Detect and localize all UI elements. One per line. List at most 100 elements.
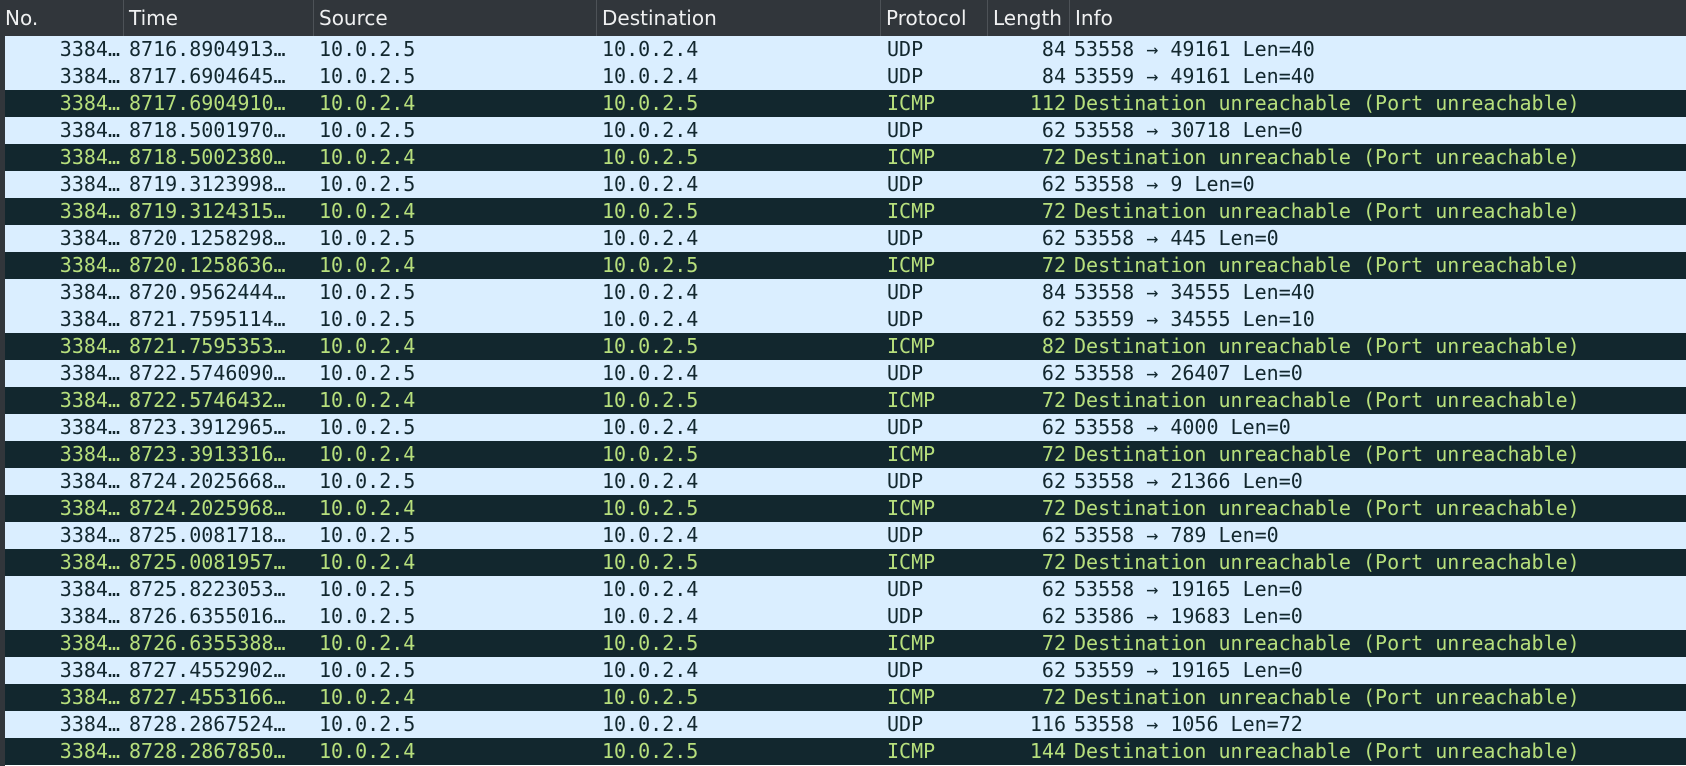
packet-row[interactable]: 3384… 8722.5746090… 10.0.2.5 10.0.2.4 UDP 62 5… bbox=[0, 360, 1686, 387]
packet-row[interactable]: 3384… 8727.4553166… 10.0.2.4 10.0.2.5 ICMP 72… bbox=[0, 684, 1686, 711]
packet-row[interactable]: 3384… 8727.4552902… 10.0.2.5 10.0.2.4 UDP 62 5… bbox=[0, 657, 1686, 684]
packet-info: 53558 → 1056 Len=72 bbox=[1074, 712, 1303, 736]
packet-destination: 10.0.2.4 bbox=[602, 280, 699, 304]
packet-row[interactable]: 3384… 8722.5746432… 10.0.2.4 10.0.2.5 ICMP 72… bbox=[0, 387, 1686, 414]
column-header-time[interactable]: Time bbox=[124, 0, 314, 36]
packet-protocol: UDP bbox=[887, 64, 924, 88]
packet-length: 82 bbox=[1041, 334, 1066, 358]
packet-rows: 3384… 8716.8904913… 10.0.2.5 10.0.2.4 UDP 84 5… bbox=[0, 36, 1686, 765]
packet-destination: 10.0.2.4 bbox=[602, 658, 699, 682]
packet-protocol: ICMP bbox=[887, 91, 936, 115]
packet-no: 3384… bbox=[59, 523, 120, 547]
packet-no: 3384… bbox=[59, 496, 120, 520]
packet-time: 8722.5746432… bbox=[129, 388, 286, 412]
packet-row[interactable]: 3384… 8717.6904645… 10.0.2.5 10.0.2.4 UDP 84 5… bbox=[0, 63, 1686, 90]
packet-row[interactable]: 3384… 8724.2025668… 10.0.2.5 10.0.2.4 UDP 62 5… bbox=[0, 468, 1686, 495]
packet-row[interactable]: 3384… 8720.9562444… 10.0.2.5 10.0.2.4 UDP 84 5… bbox=[0, 279, 1686, 306]
packet-info: 53558 → 26407 Len=0 bbox=[1074, 361, 1303, 385]
packet-row[interactable]: 3384… 8725.0081718… 10.0.2.5 10.0.2.4 UDP 62 5… bbox=[0, 522, 1686, 549]
packet-row[interactable]: 3384… 8728.2867524… 10.0.2.5 10.0.2.4 UDP 116… bbox=[0, 711, 1686, 738]
packet-source: 10.0.2.4 bbox=[319, 91, 416, 115]
column-header-destination[interactable]: Destination bbox=[597, 0, 881, 36]
column-header-no[interactable]: No. bbox=[0, 0, 124, 36]
packet-protocol: UDP bbox=[887, 37, 924, 61]
packet-time: 8721.7595114… bbox=[129, 307, 286, 331]
packet-destination: 10.0.2.5 bbox=[602, 91, 699, 115]
packet-list-header: No. Time Source Destination Protocol Len… bbox=[0, 0, 1686, 36]
packet-row[interactable]: 3384… 8720.1258298… 10.0.2.5 10.0.2.4 UDP 62 5… bbox=[0, 225, 1686, 252]
packet-row[interactable]: 3384… 8717.6904910… 10.0.2.4 10.0.2.5 ICMP 11… bbox=[0, 90, 1686, 117]
packet-no: 3384… bbox=[59, 253, 120, 277]
packet-destination: 10.0.2.4 bbox=[602, 37, 699, 61]
column-header-source[interactable]: Source bbox=[314, 0, 597, 36]
packet-source: 10.0.2.4 bbox=[319, 550, 416, 574]
packet-destination: 10.0.2.5 bbox=[602, 145, 699, 169]
packet-no: 3384… bbox=[59, 685, 120, 709]
packet-protocol: UDP bbox=[887, 118, 924, 142]
packet-row[interactable]: 3384… 8725.8223053… 10.0.2.5 10.0.2.4 UDP 62 5… bbox=[0, 576, 1686, 603]
column-header-length[interactable]: Length bbox=[988, 0, 1070, 36]
packet-protocol: ICMP bbox=[887, 334, 936, 358]
packet-info: Destination unreachable (Port unreachabl… bbox=[1074, 631, 1580, 655]
packet-row[interactable]: 3384… 8726.6355016… 10.0.2.5 10.0.2.4 UDP 62 5… bbox=[0, 603, 1686, 630]
packet-protocol: UDP bbox=[887, 415, 924, 439]
packet-time: 8723.3912965… bbox=[129, 415, 286, 439]
packet-row[interactable]: 3384… 8728.2867850… 10.0.2.4 10.0.2.5 ICMP 14… bbox=[0, 738, 1686, 765]
packet-destination: 10.0.2.4 bbox=[602, 172, 699, 196]
packet-row[interactable]: 3384… 8720.1258636… 10.0.2.4 10.0.2.5 ICMP 72… bbox=[0, 252, 1686, 279]
packet-protocol: UDP bbox=[887, 307, 924, 331]
packet-length: 62 bbox=[1041, 118, 1066, 142]
packet-time: 8725.0081718… bbox=[129, 523, 286, 547]
packet-protocol: UDP bbox=[887, 226, 924, 250]
packet-time: 8717.6904645… bbox=[129, 64, 286, 88]
packet-length: 84 bbox=[1041, 280, 1066, 304]
packet-time: 8727.4552902… bbox=[129, 658, 286, 682]
packet-length: 84 bbox=[1041, 64, 1066, 88]
packet-info: 53558 → 49161 Len=40 bbox=[1074, 37, 1315, 61]
packet-row[interactable]: 3384… 8716.8904913… 10.0.2.5 10.0.2.4 UDP 84 5… bbox=[0, 36, 1686, 63]
packet-length: 72 bbox=[1041, 253, 1066, 277]
packet-length: 62 bbox=[1041, 604, 1066, 628]
packet-length: 62 bbox=[1041, 658, 1066, 682]
packet-row[interactable]: 3384… 8725.0081957… 10.0.2.4 10.0.2.5 ICMP 72… bbox=[0, 549, 1686, 576]
packet-row[interactable]: 3384… 8726.6355388… 10.0.2.4 10.0.2.5 ICMP 72… bbox=[0, 630, 1686, 657]
packet-row[interactable]: 3384… 8718.5001970… 10.0.2.5 10.0.2.4 UDP 62 5… bbox=[0, 117, 1686, 144]
packet-source: 10.0.2.5 bbox=[319, 307, 416, 331]
packet-protocol: UDP bbox=[887, 712, 924, 736]
packet-source: 10.0.2.5 bbox=[319, 415, 416, 439]
packet-source: 10.0.2.5 bbox=[319, 523, 416, 547]
packet-destination: 10.0.2.4 bbox=[602, 415, 699, 439]
packet-length: 62 bbox=[1041, 415, 1066, 439]
packet-no: 3384… bbox=[59, 199, 120, 223]
column-header-protocol[interactable]: Protocol bbox=[881, 0, 988, 36]
packet-no: 3384… bbox=[59, 145, 120, 169]
packet-length: 62 bbox=[1041, 577, 1066, 601]
packet-row[interactable]: 3384… 8724.2025968… 10.0.2.4 10.0.2.5 ICMP 72… bbox=[0, 495, 1686, 522]
packet-source: 10.0.2.5 bbox=[319, 280, 416, 304]
packet-protocol: ICMP bbox=[887, 145, 936, 169]
packet-time: 8720.1258298… bbox=[129, 226, 286, 250]
packet-row[interactable]: 3384… 8718.5002380… 10.0.2.4 10.0.2.5 ICMP 72… bbox=[0, 144, 1686, 171]
packet-time: 8728.2867850… bbox=[129, 739, 286, 763]
packet-row[interactable]: 3384… 8721.7595114… 10.0.2.5 10.0.2.4 UDP 62 5… bbox=[0, 306, 1686, 333]
packet-row[interactable]: 3384… 8723.3913316… 10.0.2.4 10.0.2.5 ICMP 72… bbox=[0, 441, 1686, 468]
packet-time: 8728.2867524… bbox=[129, 712, 286, 736]
packet-no: 3384… bbox=[59, 577, 120, 601]
packet-row[interactable]: 3384… 8719.3123998… 10.0.2.5 10.0.2.4 UDP 62 5… bbox=[0, 171, 1686, 198]
packet-destination: 10.0.2.4 bbox=[602, 712, 699, 736]
column-header-info[interactable]: Info bbox=[1075, 6, 1113, 30]
packet-destination: 10.0.2.5 bbox=[602, 199, 699, 223]
packet-row[interactable]: 3384… 8719.3124315… 10.0.2.4 10.0.2.5 ICMP 72… bbox=[0, 198, 1686, 225]
row-gutter bbox=[0, 36, 5, 766]
packet-info: 53558 → 9 Len=0 bbox=[1074, 172, 1255, 196]
packet-row[interactable]: 3384… 8723.3912965… 10.0.2.5 10.0.2.4 UDP 62 5… bbox=[0, 414, 1686, 441]
packet-info: 53559 → 49161 Len=40 bbox=[1074, 64, 1315, 88]
packet-source: 10.0.2.4 bbox=[319, 388, 416, 412]
packet-protocol: ICMP bbox=[887, 631, 936, 655]
packet-row[interactable]: 3384… 8721.7595353… 10.0.2.4 10.0.2.5 ICMP 82… bbox=[0, 333, 1686, 360]
packet-source: 10.0.2.5 bbox=[319, 226, 416, 250]
packet-length: 72 bbox=[1041, 145, 1066, 169]
packet-source: 10.0.2.4 bbox=[319, 685, 416, 709]
packet-info: 53558 → 4000 Len=0 bbox=[1074, 415, 1291, 439]
